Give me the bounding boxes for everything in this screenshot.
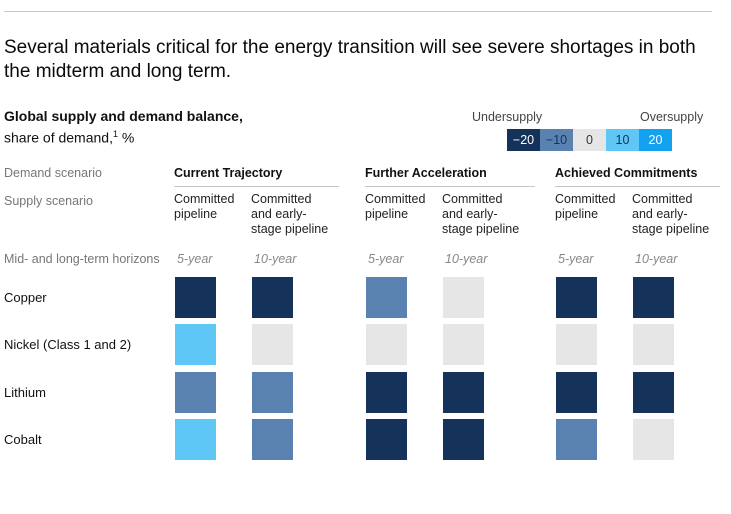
supply-scenario-header: Committed and early-stage pipeline xyxy=(251,192,329,236)
legend-swatch: 10 xyxy=(606,129,639,151)
heatmap-cell xyxy=(252,277,293,318)
heatmap-cell xyxy=(443,372,484,413)
heatmap-cell xyxy=(252,372,293,413)
supply-scenario-header: Committed pipeline xyxy=(555,192,616,221)
heatmap-cell xyxy=(366,324,407,365)
heatmap-cell xyxy=(633,277,674,318)
chart-title: Several materials critical for the energ… xyxy=(4,37,696,82)
heatmap-cell xyxy=(252,324,293,365)
heatmap-cell xyxy=(366,277,407,318)
subtitle-rest: share of demand, xyxy=(4,129,113,146)
heatmap-cell xyxy=(556,372,597,413)
subtitle-unit: % xyxy=(117,129,135,146)
heatmap-cell xyxy=(443,277,484,318)
legend-swatch: −10 xyxy=(540,129,573,151)
scenario-divider xyxy=(365,186,535,187)
horizon-label: 5-year xyxy=(368,252,404,266)
demand-scenario-header: Current Trajectory xyxy=(174,166,283,180)
footnote-marker: 1 xyxy=(112,129,118,139)
heatmap-cell xyxy=(175,324,216,365)
chart-subtitle: Global supply and demand balance, share … xyxy=(4,107,243,147)
heatmap-cell xyxy=(252,419,293,460)
subtitle-bold: Global supply and demand balance, xyxy=(4,108,243,124)
supply-scenario-header: Committed pipeline xyxy=(174,192,235,221)
scenario-divider xyxy=(555,186,720,187)
legend-swatch: −20 xyxy=(507,129,540,151)
horizon-label: 10-year xyxy=(635,252,678,266)
horizon-label: 10-year xyxy=(445,252,488,266)
legend-undersupply-label: Undersupply xyxy=(472,110,543,124)
horizons-label: Mid- and long-term horizons xyxy=(4,252,160,266)
heatmap-cell xyxy=(366,372,407,413)
heatmap-cell xyxy=(556,419,597,460)
heatmap-cell xyxy=(556,324,597,365)
heatmap-cell xyxy=(175,419,216,460)
supply-scenario-header: Committed pipeline xyxy=(365,192,426,221)
heatmap-cell xyxy=(175,372,216,413)
legend-oversupply-label: Oversupply xyxy=(640,110,704,124)
material-label: Copper xyxy=(4,290,47,305)
demand-scenario-header: Further Acceleration xyxy=(365,166,487,180)
supply-scenario-header: Committed and early-stage pipeline xyxy=(632,192,710,236)
material-label: Cobalt xyxy=(4,432,42,447)
scenario-divider xyxy=(174,186,339,187)
horizon-label: 10-year xyxy=(254,252,297,266)
legend-swatch: 0 xyxy=(573,129,606,151)
demand-scenario-label: Demand scenario xyxy=(4,166,102,180)
material-label: Nickel (Class 1 and 2) xyxy=(4,337,132,352)
supply-scenario-label: Supply scenario xyxy=(4,194,93,208)
heatmap-cell xyxy=(175,277,216,318)
heatmap-cell xyxy=(443,324,484,365)
heatmap-cell xyxy=(443,419,484,460)
demand-scenario-header: Achieved Commitments xyxy=(555,166,698,180)
horizon-label: 5-year xyxy=(558,252,594,266)
supply-scenario-header: Committed and early-stage pipeline xyxy=(442,192,520,236)
legend-swatch: 20 xyxy=(639,129,672,151)
heatmap-cell xyxy=(633,372,674,413)
heatmap-cell xyxy=(633,324,674,365)
heatmap-cell xyxy=(633,419,674,460)
horizon-label: 5-year xyxy=(177,252,213,266)
material-label: Lithium xyxy=(4,385,46,400)
heatmap-cell xyxy=(556,277,597,318)
heatmap-cell xyxy=(366,419,407,460)
top-divider xyxy=(4,11,712,12)
